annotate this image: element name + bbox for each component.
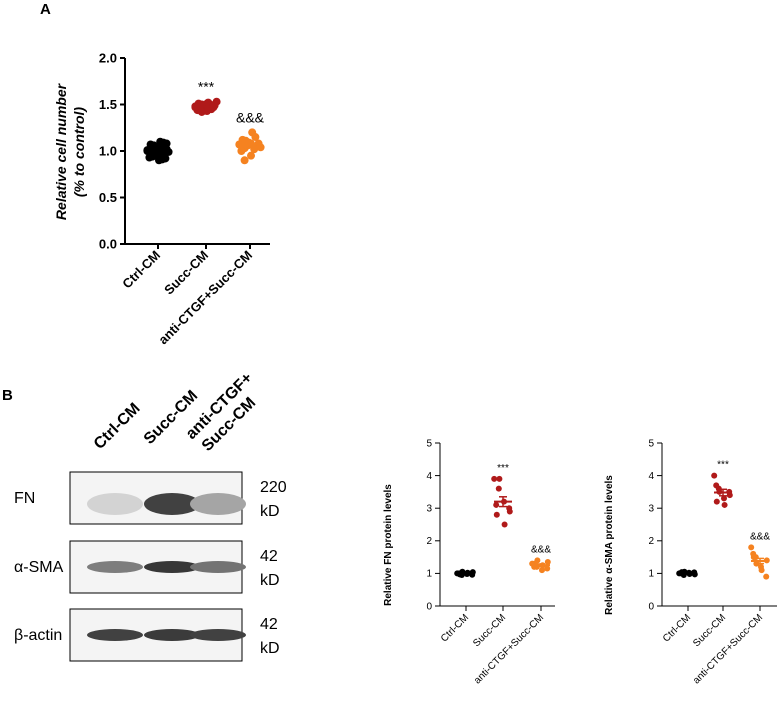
- data-point: [149, 141, 158, 150]
- x-tick-label: Ctrl-CM: [661, 612, 693, 644]
- blot-band: [87, 561, 143, 573]
- y-tick-label: 0.5: [99, 190, 117, 205]
- data-point: [161, 154, 170, 163]
- x-tick-label: Ctrl-CM: [119, 248, 163, 292]
- chart-a-cell-number: Relative cell number (% to control) 0.0 0…: [53, 50, 270, 347]
- data-point: [501, 521, 508, 528]
- data-point: [493, 511, 500, 518]
- data-point: [713, 498, 720, 505]
- data-point: [493, 501, 500, 508]
- data-point: [495, 485, 502, 492]
- chart-fn-ylabel: Relative FN protein levels: [383, 484, 394, 606]
- x-tick-label: anti-CTGF+Succ-CM: [691, 612, 765, 686]
- x-tick-label: anti-CTGF+Succ-CM: [472, 612, 546, 686]
- x-tick-label: Succ-CM: [691, 612, 728, 649]
- size-label: 220: [260, 479, 287, 496]
- data-point: [539, 567, 545, 574]
- blot-band: [144, 629, 200, 641]
- y-tick-label: 0.0: [99, 236, 117, 251]
- blot-band: [144, 561, 200, 573]
- data-point: [721, 495, 727, 502]
- chart-b-sma-levels: Relative α-SMA protein levels 0 1 2 3 4 5 Ctrl…: [604, 438, 777, 686]
- data-point: [726, 492, 733, 499]
- chart-sma-ylabel: Relative α-SMA protein levels: [604, 475, 615, 615]
- significance-mark: ***: [717, 460, 729, 471]
- y-tick-label: 5: [648, 438, 654, 449]
- y-tick-label: 3: [648, 504, 654, 515]
- y-tick-label: 4: [426, 471, 432, 482]
- data-point: [544, 558, 551, 565]
- significance-mark: &&&: [750, 531, 770, 542]
- blot-band: [87, 493, 143, 515]
- protein-label: β-actin: [14, 627, 62, 644]
- y-tick-label: 2: [648, 536, 654, 547]
- panel-letter-b: B: [2, 387, 13, 404]
- data-point: [748, 544, 755, 551]
- y-tick-label: 1: [426, 569, 432, 580]
- data-point: [162, 139, 171, 148]
- data-point: [721, 501, 728, 508]
- data-point: [758, 567, 765, 574]
- data-point: [237, 147, 246, 155]
- data-point: [750, 554, 757, 561]
- y-tick-label: 2.0: [99, 50, 117, 65]
- blot-band: [144, 493, 200, 515]
- significance-mark: &&&: [531, 544, 551, 555]
- chart-a-ylabel-line2: (% to control): [71, 107, 87, 198]
- significance-mark: ***: [497, 463, 509, 474]
- chart-a-ylabel-line1: Relative cell number: [53, 82, 69, 220]
- significance-mark: ***: [198, 79, 215, 95]
- y-tick-label: 0: [648, 601, 654, 612]
- lane-label: Ctrl-CM: [91, 400, 144, 453]
- data-point: [240, 156, 249, 165]
- y-tick-label: 1: [648, 569, 654, 580]
- unit-label: kD: [260, 640, 280, 657]
- y-tick-label: 1.0: [99, 143, 117, 158]
- blot-band: [190, 629, 246, 641]
- unit-label: kD: [260, 503, 280, 520]
- significance-mark: &&&: [236, 109, 265, 125]
- y-tick-label: 3: [426, 504, 432, 515]
- blot-band: [190, 493, 246, 515]
- chart-b-fn-levels: Relative FN protein levels 0 1 2 3 4 5 Ctrl-CM…: [383, 438, 555, 686]
- data-point: [496, 475, 503, 482]
- y-tick-label: 5: [426, 438, 432, 449]
- data-point: [713, 482, 720, 489]
- data-point: [506, 508, 513, 515]
- x-tick-label: Ctrl-CM: [439, 612, 471, 644]
- size-label: 42: [260, 548, 278, 565]
- data-point: [251, 133, 260, 142]
- y-tick-label: 1.5: [99, 97, 117, 112]
- data-point: [763, 573, 770, 580]
- western-blot: Ctrl-CMSucc-CManti-CTGF+Succ-CMFN220kDα-…: [14, 370, 287, 662]
- protein-label: α-SMA: [14, 559, 64, 576]
- blot-band: [190, 561, 246, 573]
- blot-band: [87, 629, 143, 641]
- data-point: [711, 472, 718, 479]
- size-label: 42: [260, 616, 278, 633]
- x-tick-label: Succ-CM: [471, 612, 508, 649]
- panel-letter-a: A: [40, 1, 51, 18]
- protein-label: FN: [14, 490, 35, 507]
- y-tick-label: 4: [648, 471, 654, 482]
- data-point: [247, 151, 255, 160]
- data-point: [491, 475, 498, 482]
- unit-label: kD: [260, 572, 280, 589]
- data-point: [197, 107, 206, 116]
- y-tick-label: 0: [426, 601, 432, 612]
- data-point: [544, 565, 551, 572]
- y-tick-label: 2: [426, 536, 432, 547]
